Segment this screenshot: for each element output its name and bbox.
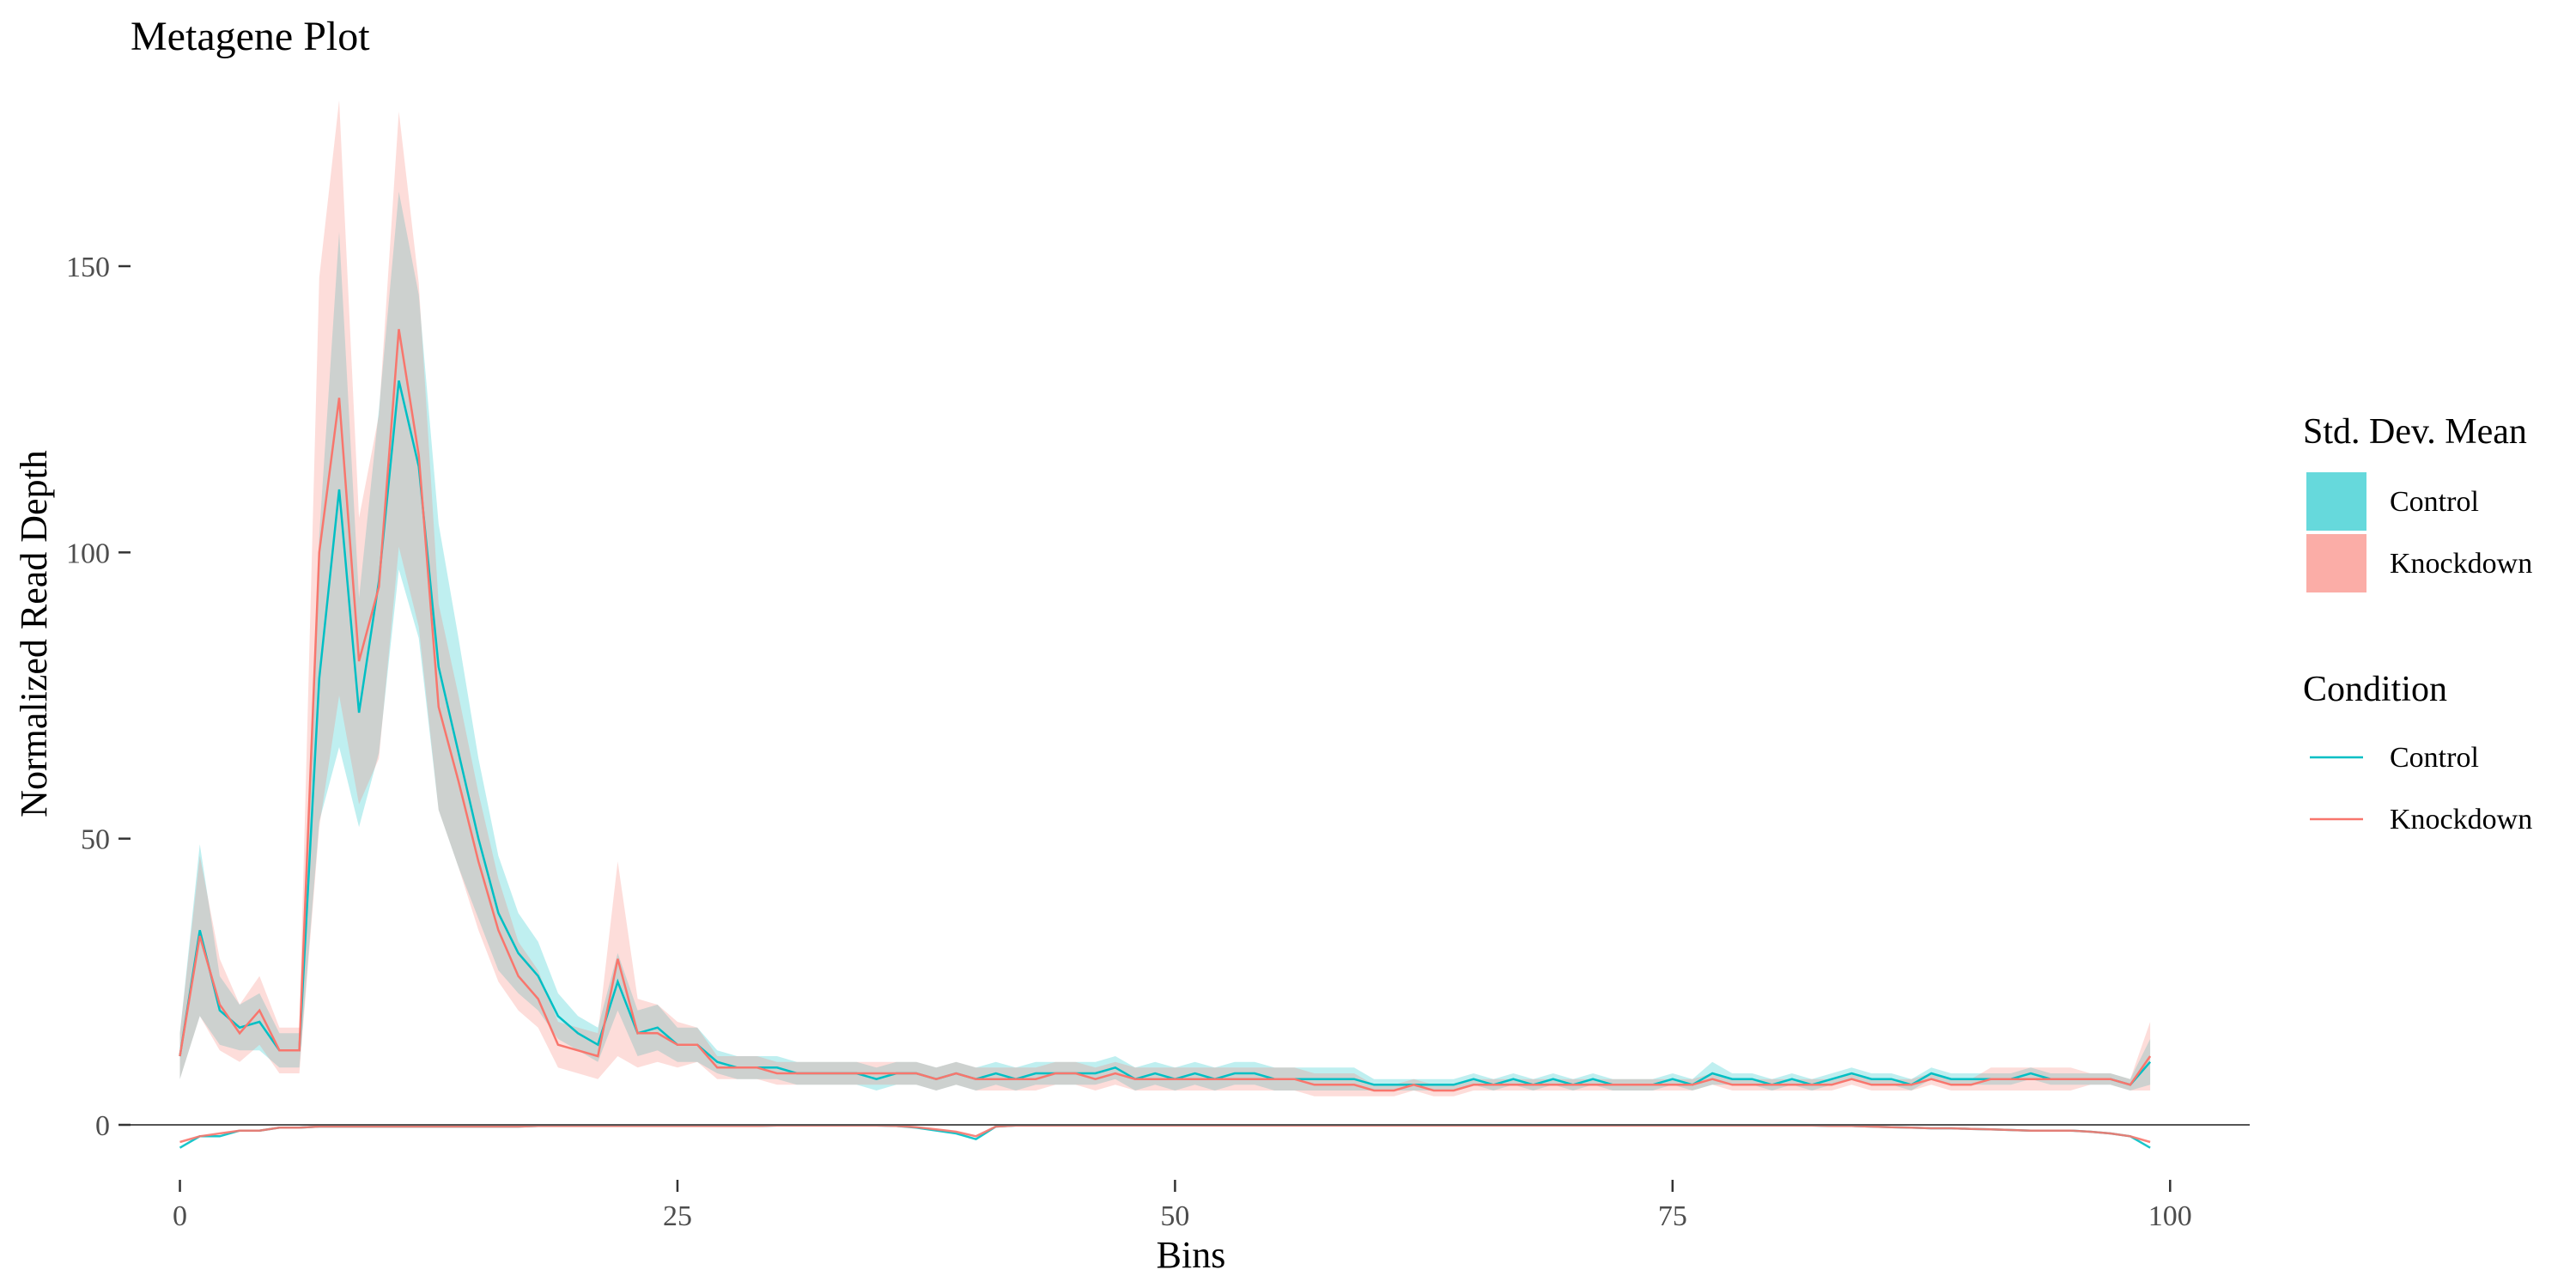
x-tick-label: 50 [1160,1200,1189,1232]
chart-title: Metagene Plot [131,14,370,59]
legend-label-control-fill: Control [2390,486,2479,518]
legend-label-control-line: Control [2390,742,2479,774]
legend-swatch-control-fill [2306,472,2366,531]
y-tick-label: 0 [95,1110,110,1142]
mean-line-knockdown [179,329,2152,1092]
y-axis: 0 50 100 150 [66,252,131,1142]
mean-line-control [179,380,2152,1086]
legend-std-dev-mean: Std. Dev. Mean Control Knockdown [2303,412,2532,592]
x-tick-label: 100 [2148,1200,2192,1232]
band-knockdown [179,100,2151,1097]
lower-series-lines [179,1124,2151,1149]
band-control [179,191,2151,1091]
y-tick-label: 50 [81,824,110,856]
y-tick-label: 100 [66,538,110,569]
legend-label-knockdown-fill: Knockdown [2390,548,2532,580]
y-tick-label: 150 [66,252,110,283]
x-axis: 0 25 50 75 100 [173,1180,2192,1232]
legend-condition: Condition Control Knockdown [2303,670,2532,835]
legend-swatch-knockdown-fill [2306,534,2366,592]
y-axis-title: Normalized Read Depth [13,450,55,817]
std-dev-bands [179,100,2151,1097]
lower-line-knockdown [179,1124,2151,1144]
x-tick-label: 75 [1658,1200,1687,1232]
lower-line-control [179,1124,2151,1149]
legend-title-condition: Condition [2303,670,2447,709]
x-tick-label: 25 [663,1200,692,1232]
x-axis-title: Bins [1157,1234,1226,1276]
legend-title-std-dev: Std. Dev. Mean [2303,412,2527,452]
legend-label-knockdown-line: Knockdown [2390,804,2532,835]
mean-series-lines [179,329,2152,1092]
x-tick-label: 0 [173,1200,187,1232]
